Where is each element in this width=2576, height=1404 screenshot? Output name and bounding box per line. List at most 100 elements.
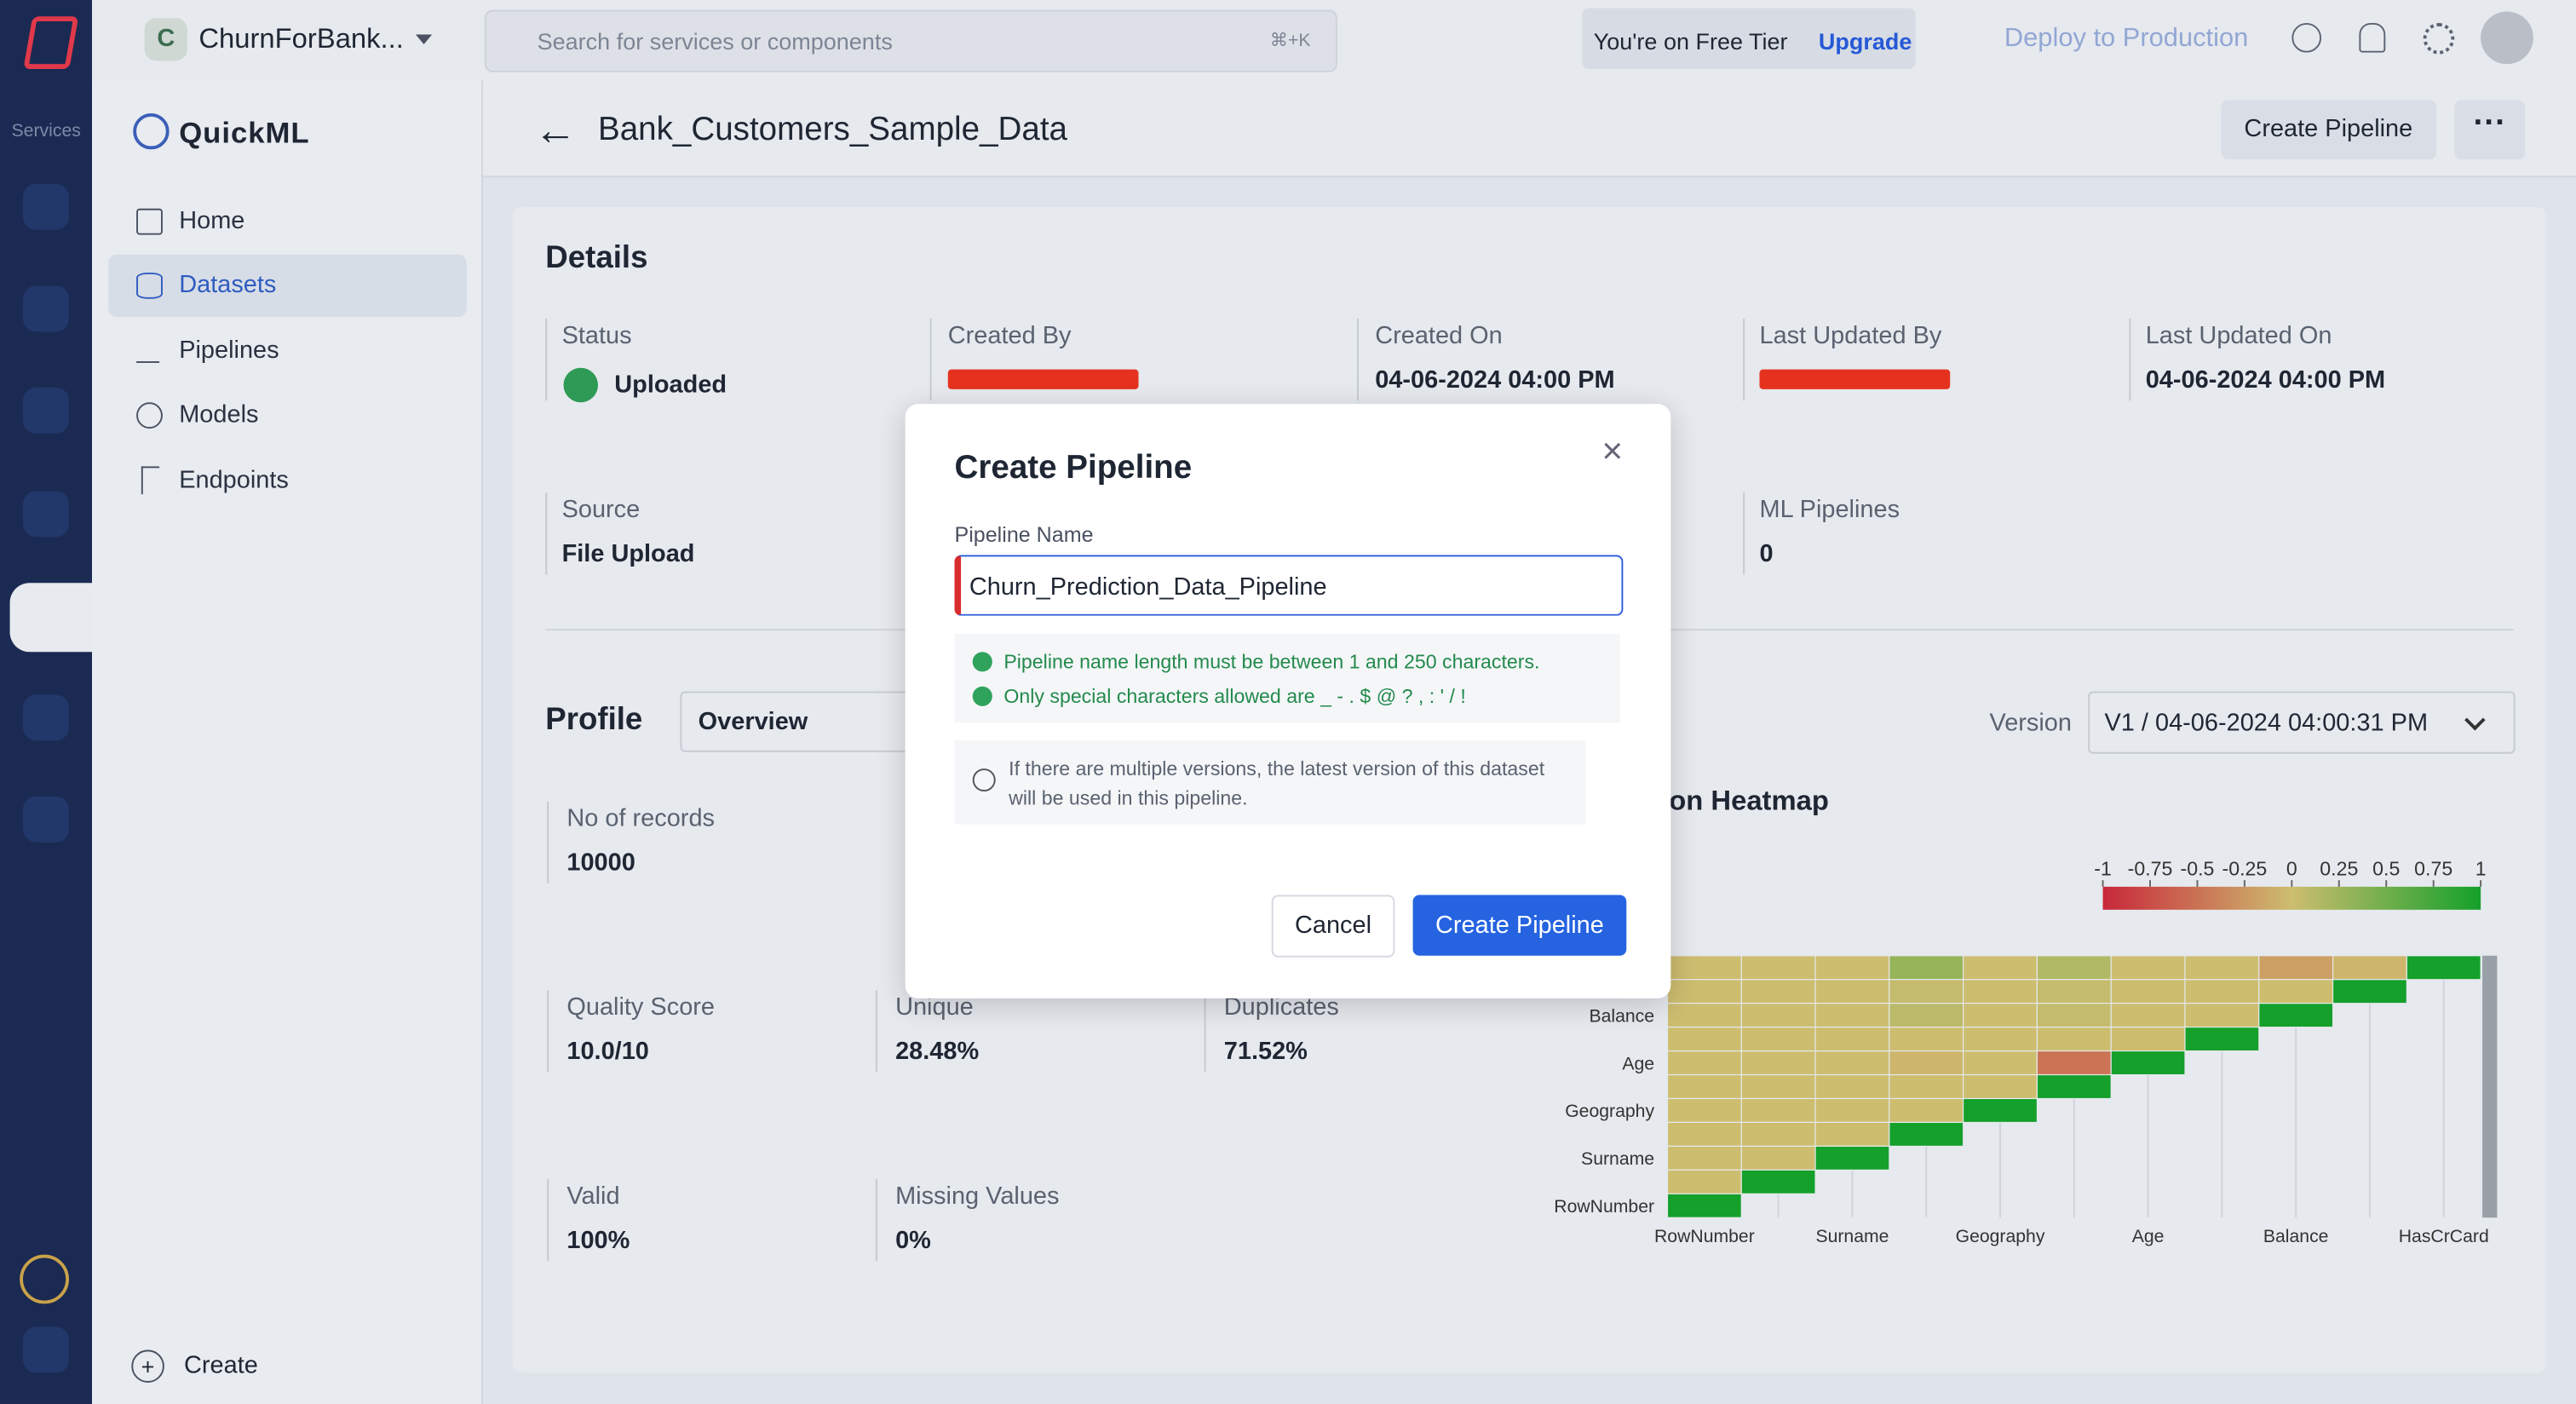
check-icon <box>972 652 992 672</box>
heatmap-cell <box>2258 955 2334 981</box>
field-label: Created On <box>1375 321 1503 350</box>
field-label: Last Updated By <box>1759 321 1942 350</box>
stat-value: 100% <box>566 1226 630 1255</box>
field-value: File Upload <box>561 540 695 568</box>
stat-value: 71.52% <box>1223 1038 1308 1066</box>
redaction <box>1759 369 1951 389</box>
input-value: Churn_Prediction_Data_Pipeline <box>969 573 1327 601</box>
text-input[interactable] <box>954 555 1624 616</box>
upgrade-link[interactable]: Upgrade <box>1818 27 1912 55</box>
back-arrow[interactable]: ← <box>533 105 577 155</box>
heatmap-cell <box>2036 979 2112 1004</box>
service-icon[interactable] <box>22 285 69 332</box>
version-label: Version <box>1989 709 2073 738</box>
service-icon[interactable] <box>22 694 69 741</box>
heatmap-cell <box>1740 1003 1816 1028</box>
apps-icon[interactable] <box>22 1326 69 1373</box>
details-heading: Details <box>545 241 648 276</box>
more-button[interactable]: ··· <box>2454 100 2526 159</box>
heatmap-cell <box>1740 1169 1816 1194</box>
x-label: HasCrCard <box>2399 1227 2489 1246</box>
field-label: Source <box>561 496 641 524</box>
divider <box>547 1178 549 1262</box>
close-button[interactable]: × <box>1601 430 1624 472</box>
nav-icon <box>136 402 163 429</box>
nav-item[interactable]: Home <box>179 206 245 235</box>
avatar[interactable] <box>2481 11 2533 65</box>
info-text: If there are multiple versions, the late… <box>1009 757 1545 810</box>
service-icon[interactable] <box>22 183 69 230</box>
heatmap-cell <box>1889 955 1964 981</box>
heatmap-cell <box>1666 1003 1742 1028</box>
heatmap-cell <box>1889 1050 1964 1076</box>
search-box[interactable] <box>484 9 1337 72</box>
project-avatar: C <box>144 18 187 61</box>
x-label: Balance <box>2263 1227 2329 1246</box>
divider <box>1356 318 1359 401</box>
deploy-button[interactable]: Deploy to Production <box>2004 24 2249 53</box>
app-name: QuickML <box>179 116 310 150</box>
heatmap-cell <box>1889 979 1964 1004</box>
version-select[interactable] <box>2088 691 2516 754</box>
service-icon[interactable] <box>22 491 69 538</box>
heatmap-cell <box>1963 1097 2038 1124</box>
y-label: RowNumber <box>1554 1197 1654 1217</box>
x-label: Age <box>2132 1227 2165 1246</box>
field-value: 04-06-2024 04:00 PM <box>1375 365 1615 394</box>
project-caret[interactable] <box>415 34 433 52</box>
cancel-button[interactable]: Cancel <box>1271 895 1395 958</box>
heatmap-cell <box>1963 1050 2038 1076</box>
create-link[interactable]: Create <box>183 1351 258 1380</box>
field-label: Created By <box>947 321 1072 350</box>
colorbar-tick-label: 0 <box>2286 857 2297 879</box>
active-service[interactable] <box>9 583 92 653</box>
heatmap-cell <box>2036 955 2112 981</box>
colorbar-tick-label: 0.5 <box>2372 857 2400 879</box>
service-icon[interactable] <box>22 796 69 843</box>
heatmap-cell <box>1889 1121 1964 1147</box>
tier-box <box>1582 8 1916 69</box>
nav-item[interactable]: Datasets <box>179 271 277 299</box>
service-icon[interactable] <box>22 387 69 434</box>
x-label: RowNumber <box>1654 1227 1755 1246</box>
search-shortcut: ⌘+K <box>1269 31 1311 51</box>
redaction <box>947 369 1139 389</box>
field-value: Uploaded <box>614 371 727 400</box>
submit-button[interactable]: Create Pipeline <box>1412 895 1627 956</box>
heatmap-cell <box>1666 979 1742 1004</box>
field-label: ML Pipelines <box>1759 496 1900 524</box>
heatmap-cell <box>1814 979 1890 1004</box>
nav-icon <box>136 272 163 299</box>
create-icon[interactable]: + <box>131 1349 164 1383</box>
heatmap-cell <box>1740 1073 1816 1100</box>
heatmap-cell <box>1740 1121 1816 1147</box>
nav-item[interactable]: Pipelines <box>179 337 279 365</box>
modal-title: Create Pipeline <box>954 450 1193 486</box>
heatmap-cell <box>1740 979 1816 1004</box>
nav-item[interactable]: Endpoints <box>179 466 289 495</box>
nav-item[interactable]: Models <box>179 400 259 429</box>
heatmap-cell <box>1889 1003 1964 1028</box>
heatmap-cell <box>1666 1050 1742 1076</box>
divider <box>545 492 548 575</box>
heatmap-cell <box>2184 979 2260 1004</box>
header-create-button[interactable]: Create Pipeline <box>2221 100 2436 159</box>
help-icon[interactable] <box>2291 22 2322 53</box>
heatmap: -1 -0.75 -0.5 -0.25 0 0.25 0.5 0.75 1 RowNumber Su… <box>1554 857 2498 1246</box>
heatmap-cell <box>1814 1145 1890 1171</box>
field-label: Last Updated On <box>2145 321 2332 350</box>
heatmap-cell <box>1963 1073 2038 1100</box>
stat-label: Quality Score <box>566 993 716 1021</box>
tool-icon[interactable] <box>20 1254 69 1304</box>
colorbar <box>2102 886 2481 910</box>
project-name[interactable]: ChurnForBank... <box>198 22 404 55</box>
heatmap-cell <box>1814 1050 1890 1076</box>
bell-icon[interactable] <box>2359 22 2386 53</box>
heatmap-cell <box>2258 979 2334 1004</box>
divider <box>1743 318 1745 401</box>
tier-text: You're on Free Tier <box>1593 27 1788 55</box>
heatmap-cell <box>1889 1027 1964 1052</box>
settings-icon[interactable] <box>2423 22 2455 55</box>
heatmap-cell <box>1963 979 2038 1004</box>
